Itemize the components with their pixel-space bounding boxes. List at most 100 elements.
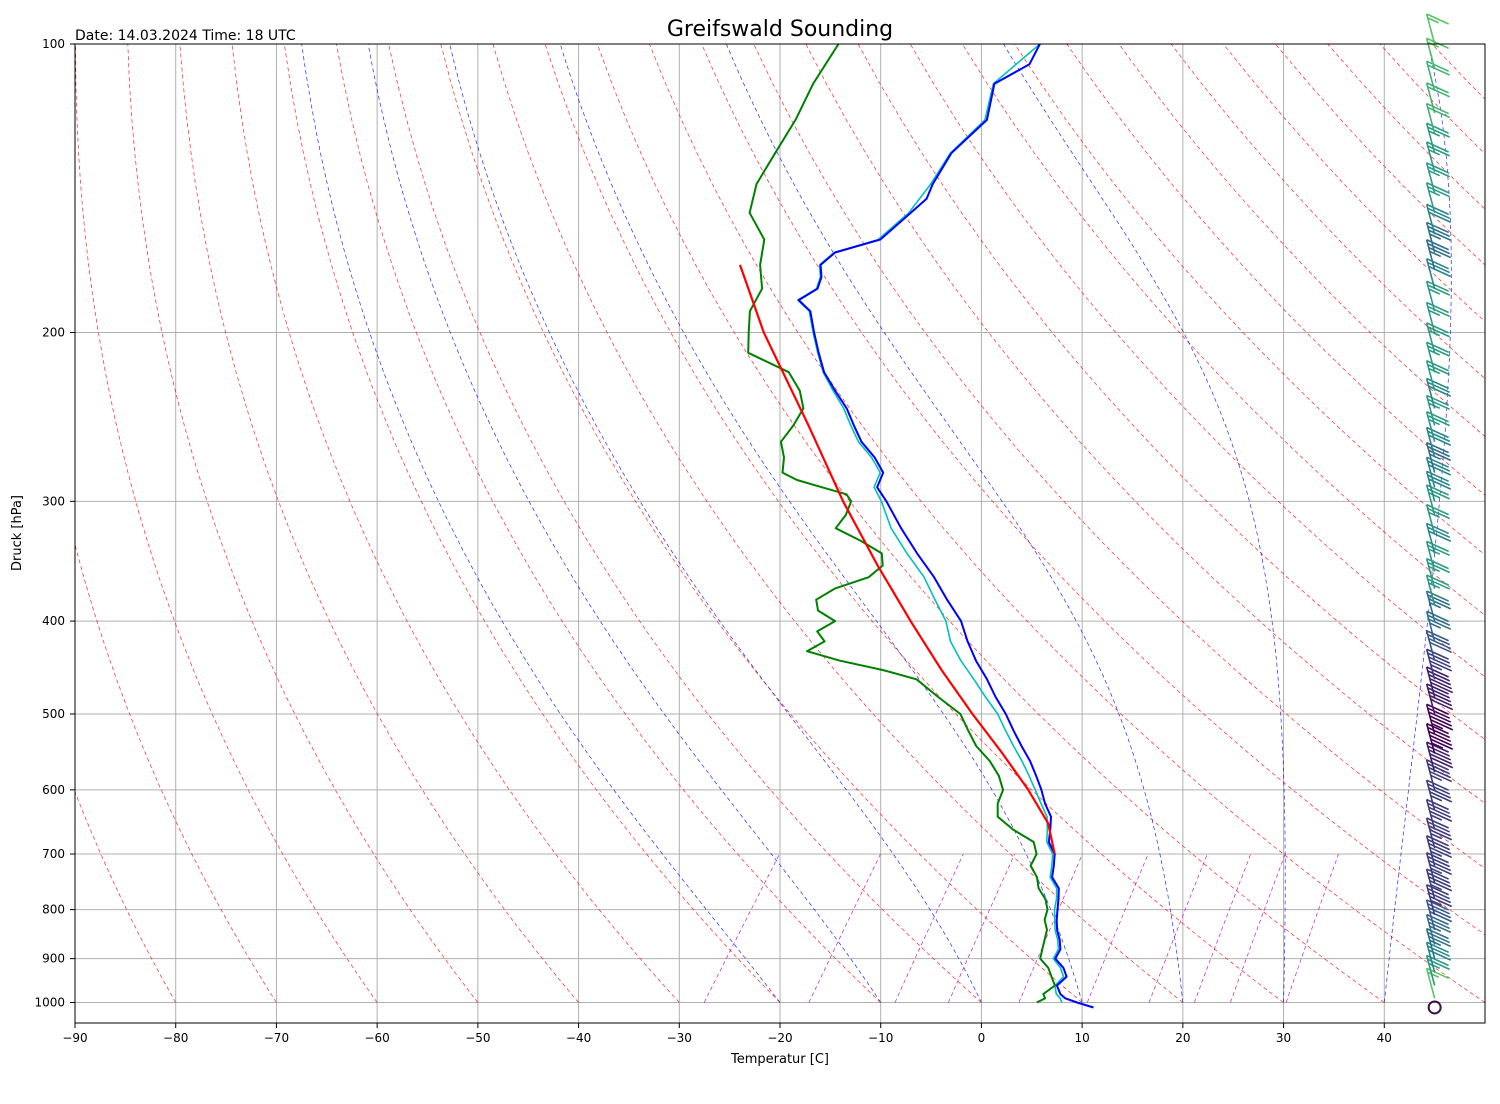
wind-barb-half-flag — [1430, 883, 1443, 891]
wind-barb-half-flag — [1428, 309, 1441, 317]
wind-barb-flag — [1427, 614, 1451, 627]
dry-adiabat — [1118, 44, 1485, 437]
y-tick-label: 300 — [42, 494, 65, 508]
adiabat-lines — [75, 44, 1485, 1003]
wind-barb-staff — [1425, 928, 1436, 959]
wind-barb-staff — [1425, 899, 1436, 931]
y-tick-label: 700 — [42, 847, 65, 861]
wind-barb-flag — [1428, 749, 1452, 761]
wind-barb-flag — [1428, 891, 1452, 904]
wind-barb-flag — [1427, 145, 1451, 157]
wind-barb-flag — [1426, 257, 1449, 270]
wind-barb-flag — [1426, 221, 1449, 234]
x-tick-label: 10 — [1075, 1031, 1090, 1045]
wind-barb-half-flag — [1431, 742, 1444, 749]
wind-barb-flag — [1427, 225, 1451, 238]
wind-barb-flag — [1426, 741, 1449, 753]
wind-barb-flag — [1426, 540, 1449, 553]
wind-barb-flag — [1428, 825, 1452, 837]
wind-barb-staff — [1425, 60, 1436, 92]
wind-barb — [1425, 884, 1453, 915]
wind-barb-half-flag — [1429, 233, 1442, 240]
wind-barb — [1425, 741, 1454, 773]
wind-barb-flag — [1426, 590, 1449, 602]
dry-adiabat — [388, 44, 982, 1003]
wind-barb-flag — [1429, 641, 1453, 654]
wind-barb-flag — [1426, 359, 1449, 372]
wind-barb-flag — [1426, 817, 1449, 829]
wind-barb-flag — [1426, 648, 1449, 660]
wind-barb-staff — [1425, 38, 1436, 69]
dry-adiabat — [75, 543, 277, 1003]
x-tick-label: −10 — [868, 1031, 893, 1045]
wind-barb-staff — [1425, 541, 1436, 572]
wind-barb-flag — [1426, 280, 1449, 292]
wind-barb-flag — [1426, 722, 1449, 735]
wind-barb-flag — [1428, 876, 1452, 888]
x-tick-label: −40 — [566, 1031, 591, 1045]
wind-barb-staff — [1425, 558, 1436, 589]
wind-barb — [1425, 666, 1454, 698]
wind-barb-flag — [1426, 141, 1449, 153]
wind-barb-flag — [1427, 783, 1451, 795]
wind-barb-staff — [1425, 162, 1436, 194]
wind-barb-staff — [1425, 280, 1436, 312]
mixing-ratio-line — [1285, 853, 1339, 1003]
wind-barb-half-flag — [1429, 939, 1442, 947]
wind-barb-flag — [1427, 544, 1451, 557]
wind-barb-staff — [1425, 955, 1436, 986]
wind-barb — [1425, 610, 1452, 642]
wind-barb-flag — [1429, 829, 1453, 841]
y-tick-label: 1000 — [34, 996, 65, 1010]
wind-barb-flag — [1428, 842, 1452, 855]
dry-adiabat — [1431, 44, 1485, 100]
dry-adiabat — [857, 44, 1485, 740]
wind-barb-half-flag — [1429, 622, 1442, 629]
wind-barb-half-flag — [1428, 962, 1441, 970]
dry-adiabat — [283, 44, 781, 1003]
wind-barb-staff — [1425, 779, 1436, 811]
temperature-line — [797, 44, 1094, 1009]
wind-barb-half-flag — [1430, 664, 1443, 671]
wind-barb-flag — [1426, 557, 1449, 570]
x-tick-label: 40 — [1377, 1031, 1392, 1045]
wind-barb-flag — [1428, 598, 1452, 610]
wind-barb-flag — [1427, 687, 1451, 699]
mixing-ratio-line — [947, 853, 1016, 1003]
wind-barb-flag — [1427, 398, 1451, 411]
wind-barb — [1425, 37, 1449, 69]
dry-adiabat — [701, 44, 1485, 936]
wind-barb-flag — [1427, 64, 1451, 76]
wind-barb-staff — [1425, 523, 1436, 554]
wind-barbs — [1425, 13, 1454, 1015]
wind-barb-flag — [1427, 633, 1451, 646]
wind-barb — [1425, 60, 1451, 92]
wind-barb-flag — [1427, 166, 1451, 178]
wind-barb-flag — [1429, 715, 1453, 727]
wind-barb-half-flag — [1427, 41, 1440, 48]
wind-barb-half-flag — [1427, 17, 1440, 24]
wind-barb-flag — [1426, 394, 1449, 407]
wind-barb-staff — [1425, 817, 1436, 849]
wind-barb-flag — [1428, 787, 1452, 799]
wind-barb-flag — [1427, 345, 1451, 357]
y-tick-label: 600 — [42, 783, 65, 797]
wind-barb-flag — [1428, 530, 1452, 542]
wind-barb-staff — [1425, 182, 1436, 213]
dry-adiabat — [649, 44, 1485, 1003]
mixing-ratio-line — [703, 853, 780, 1003]
wind-barb — [1425, 648, 1453, 680]
wind-barb-staff — [1425, 914, 1436, 945]
mixing-ratio-line — [1018, 853, 1083, 1003]
wind-barb — [1425, 703, 1454, 735]
dry-adiabat — [753, 44, 1485, 869]
wind-barb-flag — [1429, 810, 1453, 822]
wind-barb-staff — [1425, 411, 1436, 442]
dry-adiabat — [440, 44, 1083, 1003]
wind-barb-flag — [1426, 13, 1449, 25]
wind-barb-flag — [1427, 507, 1451, 520]
wind-barb — [1425, 280, 1451, 312]
wind-barb-staff — [1425, 968, 1436, 999]
wind-barb-flag — [1427, 821, 1451, 833]
wind-barb-staff — [1425, 442, 1436, 473]
